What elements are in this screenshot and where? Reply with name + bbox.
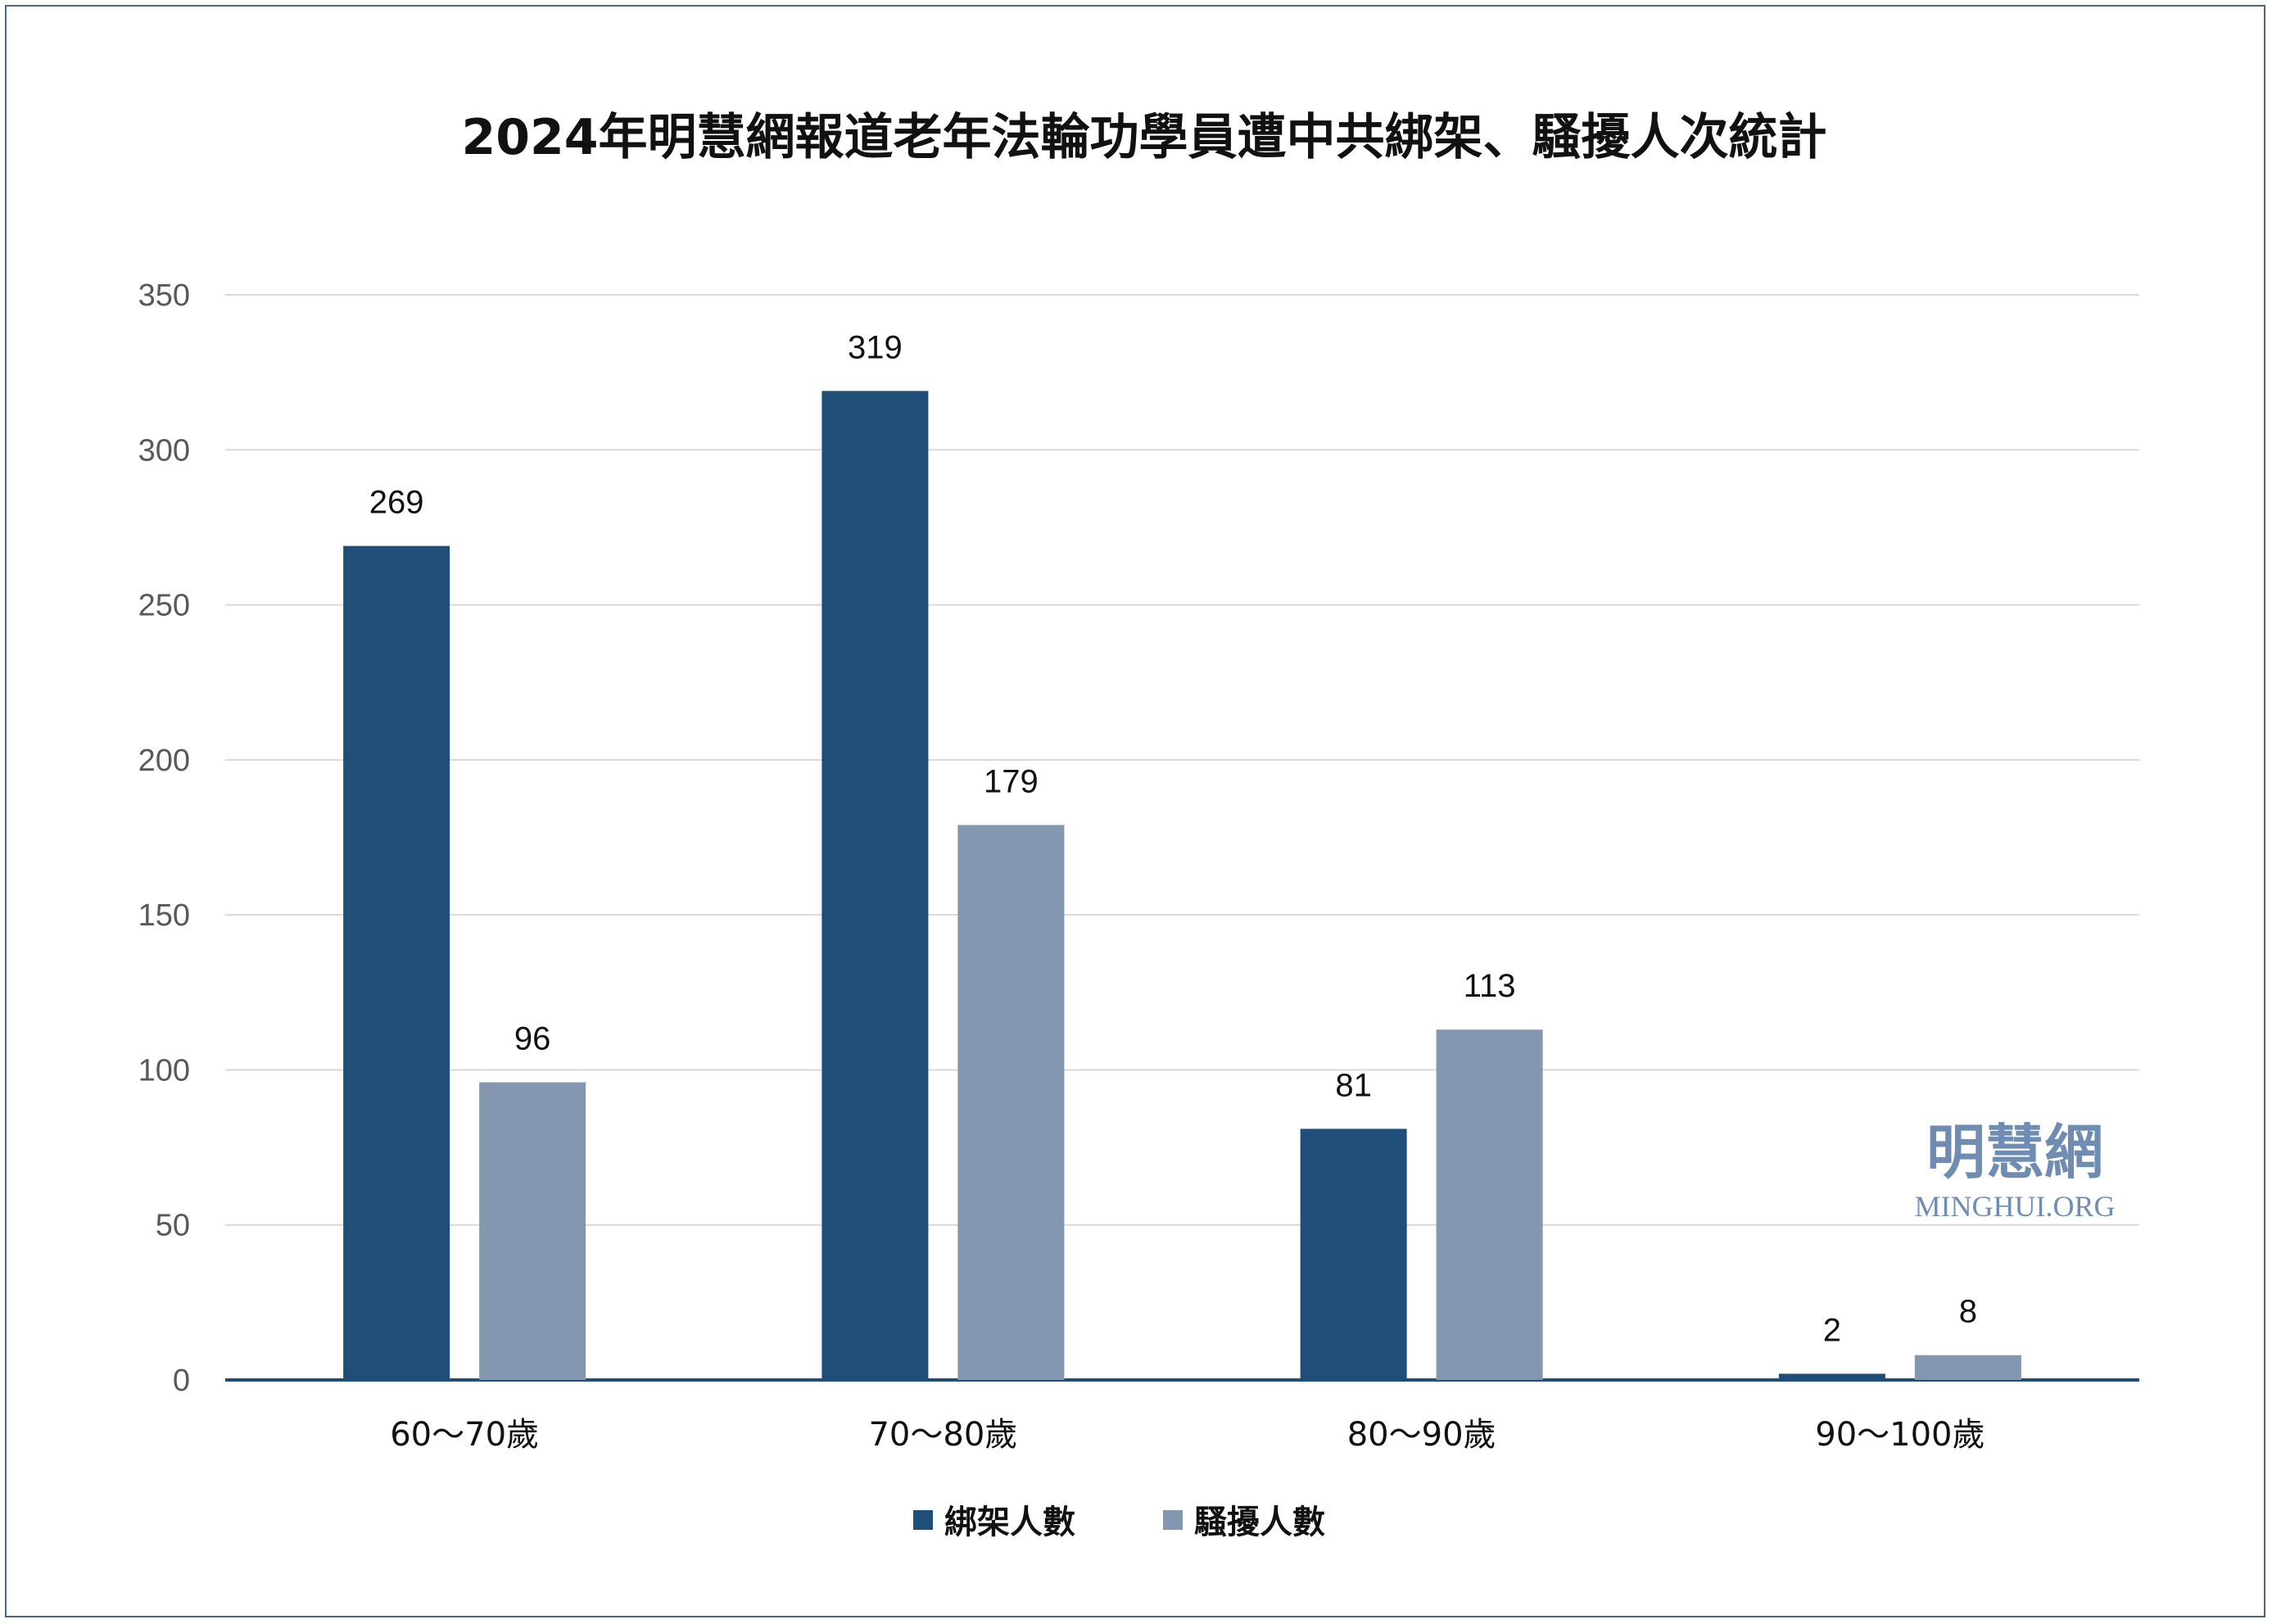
bar-series-0-cat-3 bbox=[1778, 1373, 1885, 1380]
x-tick-label: 60～70歲 bbox=[390, 1416, 539, 1454]
data-label: 96 bbox=[514, 1021, 551, 1057]
bar-series-0-cat-2 bbox=[1300, 1129, 1407, 1380]
watermark-name: 明慧網 bbox=[1926, 1117, 2103, 1187]
chart-title: 2024年明慧網報道老年法輪功學員遭中共綁架、騷擾人次統計 bbox=[462, 109, 1827, 166]
y-tick-label: 350 bbox=[138, 278, 190, 313]
data-label: 8 bbox=[1959, 1294, 1977, 1330]
bar-series-1-cat-1 bbox=[957, 825, 1065, 1380]
x-tick-label: 90～100歲 bbox=[1815, 1416, 1985, 1454]
legend-swatch-1 bbox=[1163, 1510, 1183, 1530]
x-axis-ticks: 60～70歲 70～80歲 80～90歲 90～100歲 bbox=[390, 1416, 1985, 1454]
y-tick-label: 50 bbox=[156, 1209, 190, 1243]
legend-label-0: 綁架人數 bbox=[944, 1504, 1075, 1541]
legend-label-1: 騷擾人數 bbox=[1194, 1504, 1325, 1541]
watermark-site: MINGHUI.ORG bbox=[1915, 1190, 2116, 1223]
x-tick-label: 80～90歲 bbox=[1347, 1416, 1496, 1454]
minghui-watermark: 明慧網 MINGHUI.ORG bbox=[1915, 1117, 2116, 1223]
data-label: 269 bbox=[369, 485, 424, 521]
bar-series-1-cat-2 bbox=[1436, 1029, 1543, 1380]
data-label: 319 bbox=[848, 329, 903, 365]
bar-series-0-cat-1 bbox=[821, 391, 929, 1380]
data-label: 113 bbox=[1464, 968, 1516, 1004]
bars bbox=[343, 391, 2021, 1380]
y-tick-label: 200 bbox=[138, 744, 190, 778]
bar-series-1-cat-0 bbox=[479, 1082, 586, 1380]
legend: 綁架人數 騷擾人數 bbox=[913, 1504, 1325, 1541]
y-tick-label: 300 bbox=[138, 433, 190, 468]
data-label: 81 bbox=[1335, 1067, 1372, 1103]
y-tick-label: 150 bbox=[138, 898, 190, 933]
bar-series-0-cat-0 bbox=[343, 545, 450, 1380]
data-label: 2 bbox=[1823, 1312, 1841, 1348]
legend-swatch-0 bbox=[913, 1510, 933, 1530]
data-labels: 269 96 319 179 81 113 2 8 bbox=[369, 329, 1977, 1348]
bar-series-1-cat-3 bbox=[1914, 1355, 2021, 1380]
y-axis-ticks: 0 50 100 150 200 250 300 350 bbox=[138, 278, 190, 1398]
data-label: 179 bbox=[984, 763, 1039, 799]
y-tick-label: 250 bbox=[138, 589, 190, 623]
y-tick-label: 100 bbox=[138, 1053, 190, 1088]
x-tick-label: 70～80歲 bbox=[868, 1416, 1017, 1454]
y-tick-label: 0 bbox=[173, 1364, 190, 1398]
